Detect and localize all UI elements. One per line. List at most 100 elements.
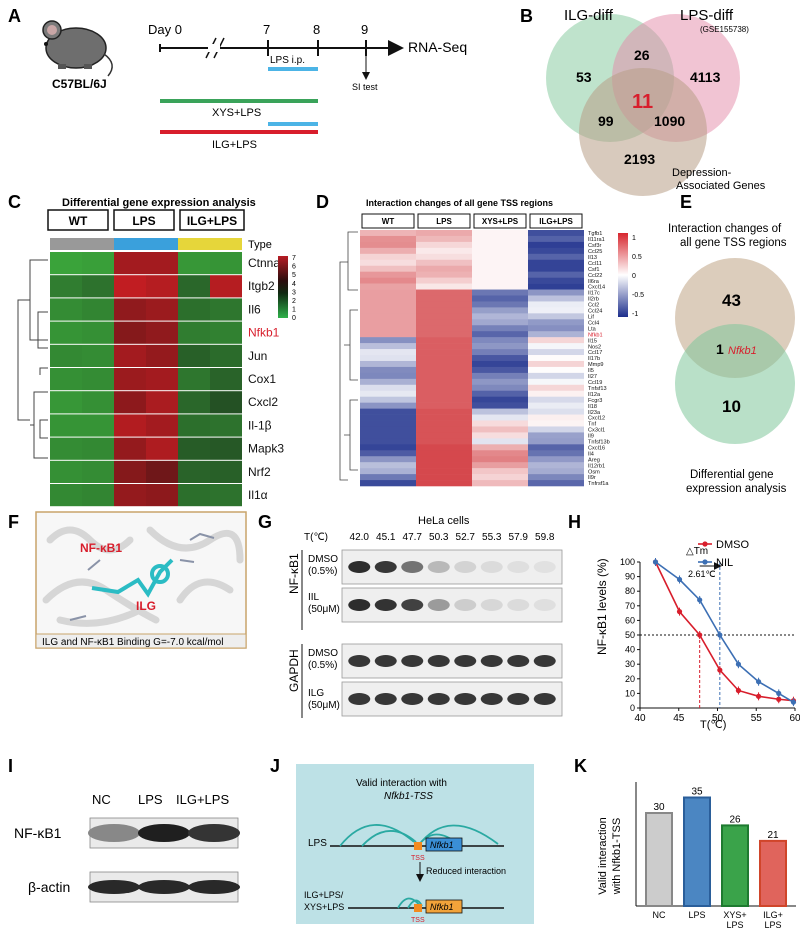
panel-c-gene-label: Ctnna1 [248, 256, 287, 270]
panel-d-heat-cell [360, 337, 416, 344]
panel-c-heat-cell [178, 321, 210, 344]
panel-g-band [480, 693, 503, 705]
xys-lps-label: XYS+LPS [212, 107, 261, 119]
panel-c-heat-cell [178, 391, 210, 414]
panel-d-heat-cell [416, 426, 472, 433]
panel-k-ylabel-2: with Nfkb1-TSS [611, 818, 623, 895]
panel-c-heat-cell [50, 321, 82, 344]
panel-c-type-cell [210, 238, 242, 250]
panel-c-type-cell [50, 238, 82, 250]
lps-ip-label: LPS i.p. [270, 55, 305, 66]
panel-c-gene-label: Jun [248, 349, 267, 363]
panel-d-gene-label: Nfkb1 [588, 332, 603, 338]
panel-d-heat-cell [472, 444, 528, 451]
panel-i-row-actin: β-actin [28, 879, 70, 895]
panel-d-gene-label: Tnfrsf1a [588, 481, 609, 487]
panel-d-gene-label: Il17c [588, 291, 600, 297]
panel-d-heat-cell [416, 384, 472, 392]
panel-c-heat-cell [210, 298, 242, 321]
panel-e-top-label-2: all gene TSS regions [680, 237, 787, 249]
panel-c-heat-cell [50, 484, 82, 507]
panel-d-gene-label: Il9 [588, 434, 594, 440]
panel-c-heat-cell [82, 321, 114, 344]
panel-g-temp-label: 52.7 [456, 532, 476, 543]
panel-d-heat-cell [360, 230, 416, 237]
panel-d-group-label: WT [382, 217, 395, 226]
panel-k-bar-label: 26 [729, 814, 741, 825]
panel-d-heat-cell [416, 414, 472, 421]
panel-d-heat-cell [472, 468, 528, 475]
panel-d-heat-cell [528, 396, 584, 403]
panel-d-heat-cell [472, 253, 528, 261]
panel-d-heat-cell [472, 414, 528, 421]
panel-d-heat-cell [528, 355, 584, 362]
panel-c-heat-cell [82, 391, 114, 414]
venn-depression [579, 68, 707, 196]
panel-k-category-label-2: LPS [726, 920, 743, 930]
panel-d-heat-cell [360, 265, 416, 272]
panel-d-heat-cell [472, 390, 528, 397]
panel-d-heat-cell [528, 480, 584, 487]
panel-c-heat-cell [114, 275, 146, 298]
panel-i-band [188, 880, 240, 894]
panel-g-band [374, 599, 397, 611]
venn-count-ilg-lps: 26 [634, 47, 650, 63]
panel-d-gene-label: Il17b [588, 356, 600, 362]
panel-d-heat-cell [416, 420, 472, 427]
panel-d-heat-cell [472, 337, 528, 344]
panel-d-heat-cell [416, 265, 472, 272]
panel-label-i: I [8, 756, 13, 776]
panel-c-heat-cell [114, 252, 146, 275]
panel-d-heat-cell [416, 456, 472, 463]
panel-c-heat-cell [50, 437, 82, 460]
panel-h-y-tick-label: 60 [625, 615, 635, 625]
panel-d-gene-label: Csf1 [588, 267, 600, 273]
panel-j: J Valid interaction with Nfkb1-TSS LPS N… [270, 756, 534, 924]
panel-d-heat-cell [360, 444, 416, 451]
panel-j-gene-box-1 [425, 837, 463, 852]
panel-d-heat-cell [472, 355, 528, 362]
panel-c-dendrogram [17, 259, 48, 459]
panel-d-gene-label: Mmp9 [588, 362, 604, 368]
panel-d-heat-cell [360, 247, 416, 255]
panel-d-heat-cell [472, 349, 528, 356]
panel-d-heat-cell [416, 390, 472, 397]
panel-c-legend-tick: 3 [292, 289, 296, 296]
panel-c-heatmap: Type Ctnna1 Itgb2 Il6 Nfkb1 Jun Cox1 Cxcl2 Il-1β… [50, 238, 287, 507]
panel-e-bottom-label-2: expression analysis [686, 483, 787, 495]
panel-d-heat-cell [528, 235, 584, 243]
panel-g-row3-l2: (0.5%) [308, 660, 337, 671]
panel-d-heat-cell [528, 301, 584, 308]
timeline-day0: Day 0 [148, 22, 182, 37]
panel-h-data-point [652, 559, 659, 565]
panel-k-ylabel-1: Valid interaction [597, 817, 609, 894]
panel-d-heat-cell [416, 444, 472, 451]
docking-ligand-label: ILG [136, 599, 156, 613]
panel-d-heat-cell [416, 474, 472, 481]
panel-k: K Valid interaction with Nfkb1-TSS 30 NC 3… [574, 756, 796, 930]
panel-d-heat-cell [528, 307, 584, 314]
timeline-end-label: RNA-Seq [408, 39, 467, 55]
panel-i-band [88, 880, 140, 894]
panel-g-temp-label: 42.0 [350, 532, 370, 543]
panel-h-data-point [790, 699, 797, 705]
panel-d-heat-cell [416, 247, 472, 255]
panel-b: B ILG-diff LPS-diff (GSE155738) Depressi… [520, 6, 766, 196]
panel-d-heat-cell [416, 480, 472, 487]
venn-label-lps: LPS-diff [680, 7, 734, 24]
panel-d-gene-label: Lta [588, 326, 597, 332]
panel-c-gene-label: Itgb2 [248, 279, 275, 293]
panel-c-heat-cell [114, 298, 146, 321]
panel-k-bar-label: 35 [691, 787, 703, 798]
panel-d-heat-cell [528, 468, 584, 475]
venn-deg [675, 324, 795, 444]
panel-e-top-count: 43 [722, 291, 741, 310]
panel-g-band [401, 655, 424, 667]
panel-i-lane-ilg: ILG+LPS [176, 792, 229, 807]
panel-d-heat-cell [360, 241, 416, 249]
panel-h-y-tick-label: 40 [625, 645, 635, 655]
panel-d-heat-cell [416, 366, 472, 374]
panel-d-heat-cell [472, 432, 528, 439]
panel-d-heat-cell [528, 474, 584, 481]
panel-g-row1-l1: DMSO [308, 554, 338, 565]
